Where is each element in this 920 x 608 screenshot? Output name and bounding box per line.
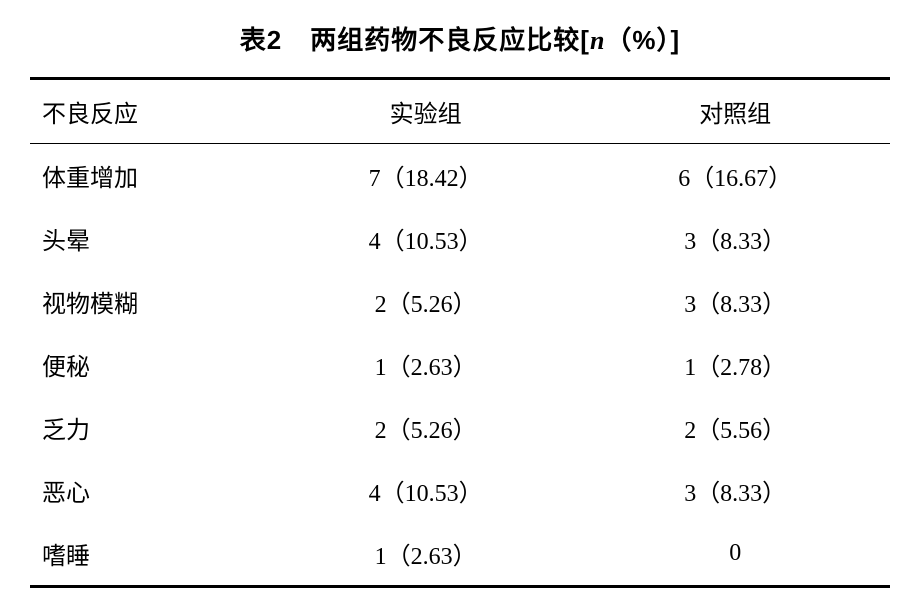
table-cell: 3（8.33） [580,459,890,522]
table-row: 头晕4（10.53）3（8.33） [30,207,890,270]
col-header-reaction: 不良反应 [30,79,271,144]
table-cell: 乏力 [30,396,271,459]
table-cell: 便秘 [30,333,271,396]
table-row: 便秘1（2.63）1（2.78） [30,333,890,396]
table-cell: 2（5.26） [271,396,581,459]
table-cell: 2（5.56） [580,396,890,459]
table-number: 表2 [240,25,282,55]
title-italic-n: n [590,26,605,55]
col-header-experimental: 实验组 [271,79,581,144]
table-cell: 0 [580,522,890,587]
table-cell: 视物模糊 [30,270,271,333]
table-cell: 3（8.33） [580,207,890,270]
table-body: 体重增加7（18.42）6（16.67）头晕4（10.53）3（8.33）视物模… [30,144,890,587]
title-text-2: （%）] [605,25,680,55]
table-cell: 7（18.42） [271,144,581,208]
table-cell: 4（10.53） [271,207,581,270]
table-row: 视物模糊2（5.26）3（8.33） [30,270,890,333]
table-cell: 3（8.33） [580,270,890,333]
table-cell: 嗜睡 [30,522,271,587]
table-row: 嗜睡1（2.63）0 [30,522,890,587]
table-cell: 恶心 [30,459,271,522]
table-header-row: 不良反应 实验组 对照组 [30,79,890,144]
title-text-1: 两组药物不良反应比较[ [310,25,590,55]
table-row: 恶心4（10.53）3（8.33） [30,459,890,522]
table-cell: 6（16.67） [580,144,890,208]
table-cell: 4（10.53） [271,459,581,522]
table-cell: 1（2.63） [271,522,581,587]
col-header-control: 对照组 [580,79,890,144]
adverse-reaction-table: 不良反应 实验组 对照组 体重增加7（18.42）6（16.67）头晕4（10.… [30,77,890,588]
table-cell: 体重增加 [30,144,271,208]
table-row: 乏力2（5.26）2（5.56） [30,396,890,459]
table-row: 体重增加7（18.42）6（16.67） [30,144,890,208]
table-title: 表2 两组药物不良反应比较[n（%）] [30,20,890,57]
table-cell: 头晕 [30,207,271,270]
table-cell: 1（2.78） [580,333,890,396]
table-cell: 2（5.26） [271,270,581,333]
table-cell: 1（2.63） [271,333,581,396]
